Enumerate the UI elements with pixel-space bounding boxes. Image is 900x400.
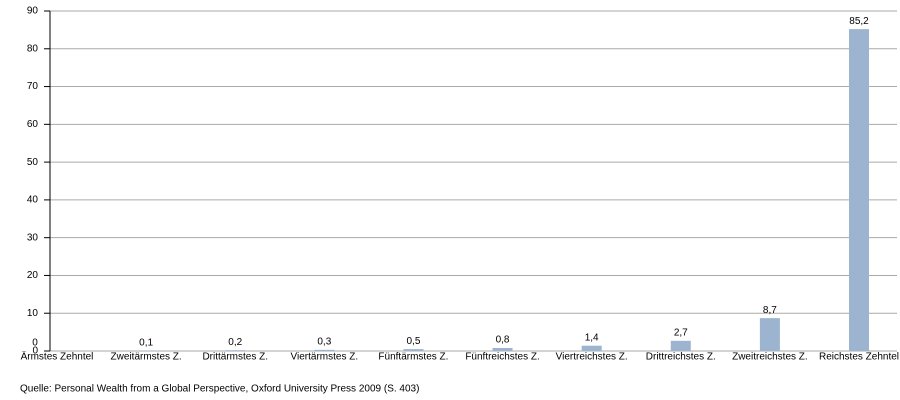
x-tick-label: Viertreichstes Z. bbox=[556, 352, 628, 363]
bar bbox=[849, 29, 869, 352]
bar bbox=[492, 347, 513, 351]
x-tick-label: Drittreichstes Z. bbox=[646, 352, 716, 363]
x-tick-label: Reichstes Zehntel bbox=[819, 352, 899, 363]
value-label: 0,2 bbox=[228, 337, 242, 348]
x-tick-label: Drittärmstes Z. bbox=[202, 352, 268, 363]
y-tick-label: 40 bbox=[27, 195, 39, 206]
y-tick-label: 50 bbox=[27, 157, 39, 168]
x-tick-label: Ärmstes Zehntel bbox=[21, 351, 94, 363]
x-tick-label: Fünftärmstes Z. bbox=[378, 352, 448, 363]
value-label: 0,1 bbox=[139, 337, 153, 348]
bar bbox=[670, 340, 691, 351]
value-label: 1,4 bbox=[585, 332, 599, 343]
y-tick-label: 20 bbox=[27, 270, 39, 281]
x-tick-label: Viertärmstes Z. bbox=[291, 352, 359, 363]
x-tick-label: Zweitärmstes Z. bbox=[111, 352, 182, 363]
x-tick-label: Fünftreichstes Z. bbox=[465, 352, 539, 363]
bar bbox=[403, 349, 424, 351]
bar bbox=[759, 318, 780, 351]
y-tick-label: 60 bbox=[27, 119, 39, 130]
y-tick-label: 30 bbox=[27, 232, 39, 243]
value-label: 0,5 bbox=[406, 336, 420, 347]
y-tick-label: 70 bbox=[27, 81, 39, 92]
value-label: 85,2 bbox=[849, 16, 869, 27]
value-label: 2,7 bbox=[674, 327, 688, 338]
bar bbox=[225, 350, 246, 351]
value-label: 0 bbox=[32, 338, 38, 349]
value-label: 0,8 bbox=[496, 335, 510, 346]
y-tick-label: 90 bbox=[27, 6, 39, 17]
y-tick-label: 10 bbox=[27, 308, 39, 319]
source-note: Quelle: Personal Wealth from a Global Pe… bbox=[20, 384, 419, 395]
y-tick-label: 0 bbox=[32, 346, 38, 357]
value-label: 8,7 bbox=[763, 305, 777, 316]
bar bbox=[314, 349, 335, 351]
value-label: 0,3 bbox=[317, 337, 331, 348]
y-tick-label: 80 bbox=[27, 43, 39, 54]
x-tick-label: Zweitreichstes Z. bbox=[732, 352, 808, 363]
bar bbox=[581, 345, 602, 351]
